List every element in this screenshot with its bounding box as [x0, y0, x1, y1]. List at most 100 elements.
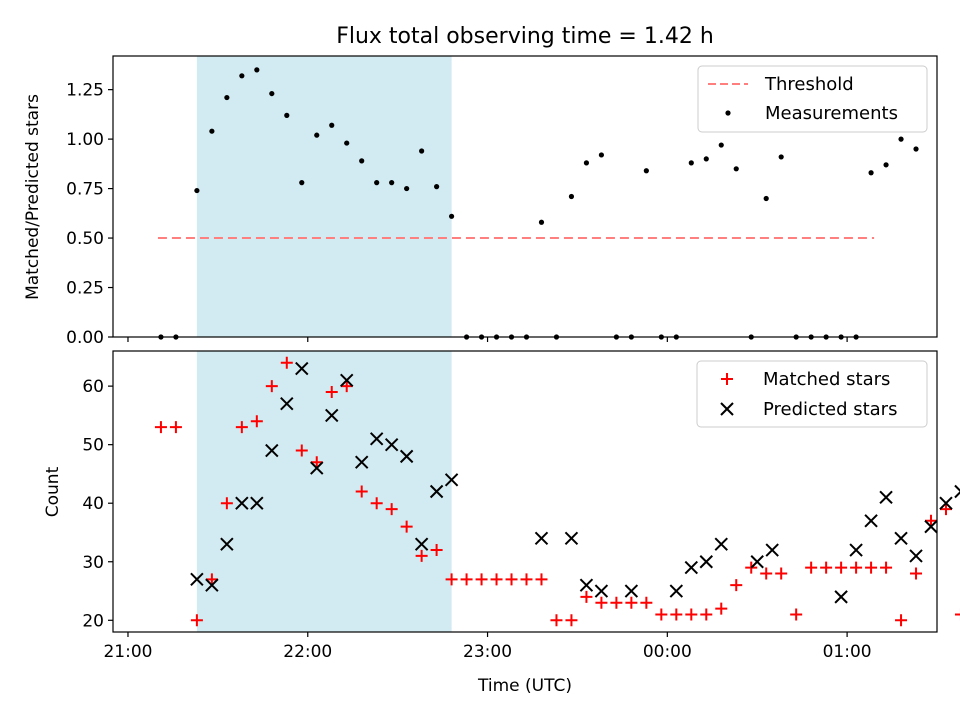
- measurement-point: [688, 160, 694, 166]
- top-ytick-label: 1.25: [66, 81, 104, 101]
- bottom-xtick-label: 21:00: [103, 642, 152, 662]
- measurement-point: [538, 219, 545, 225]
- predicted-star-point: [939, 496, 953, 510]
- legend-matched-label: Matched stars: [763, 369, 890, 390]
- matched-star-point: [415, 549, 428, 562]
- matched-star-point: [790, 608, 803, 621]
- top-ytick-label: 1.00: [66, 130, 104, 150]
- measurement-point: [643, 168, 649, 174]
- predicted-star-point: [444, 473, 459, 487]
- matched-star-point: [385, 503, 398, 516]
- measurement-point: [224, 94, 230, 101]
- measurement-point: [448, 213, 455, 219]
- matched-star-point: [850, 561, 863, 574]
- bottom-shaded-span: [196, 351, 452, 632]
- legend-matched-swatch: [721, 373, 733, 385]
- matched-star-point: [655, 608, 668, 621]
- matched-star-point: [939, 503, 952, 516]
- x-axis-label: Time (UTC): [477, 676, 572, 696]
- measurement-point: [434, 184, 440, 190]
- bottom-xtick-label: 01:00: [823, 642, 872, 662]
- predicted-star-point: [909, 549, 923, 563]
- measurement-point: [419, 148, 425, 154]
- legend-measurements-label: Measurements: [765, 103, 898, 124]
- measurement-point: [898, 136, 904, 142]
- matched-star-point: [460, 573, 473, 586]
- matched-star-point: [535, 573, 548, 586]
- bottom-ytick-label: 20: [82, 611, 104, 631]
- predicted-star-point: [834, 590, 848, 604]
- matched-star-point: [490, 573, 503, 586]
- matched-star-point: [895, 614, 908, 627]
- top-axes-frame: [112, 55, 938, 338]
- bottom-axes-frame: [112, 350, 938, 633]
- predicted-star-point: [205, 578, 219, 592]
- predicted-star-point: [250, 496, 264, 510]
- matched-star-point: [445, 573, 458, 586]
- predicted-star-point: [954, 484, 960, 499]
- measurement-point: [733, 166, 739, 172]
- predicted-star-point: [684, 560, 699, 575]
- matched-star-point: [580, 590, 593, 603]
- predicted-star-point: [429, 484, 444, 499]
- matched-star-point: [700, 608, 713, 621]
- predicted-star-point: [295, 361, 309, 376]
- chart-title: Flux total observing time = 1.42 h: [336, 24, 714, 49]
- matched-star-point: [400, 520, 413, 533]
- predicted-star-point: [369, 432, 384, 446]
- top-ytick-label: 0.75: [66, 180, 104, 200]
- matched-star-point: [610, 596, 623, 609]
- top-panel: 0.00 0.25 0.50 0.75 1.00 1.25 Matched/Predict…: [23, 55, 938, 348]
- measurement-point: [883, 162, 889, 168]
- matched-star-point: [865, 561, 878, 574]
- measurement-point: [778, 154, 784, 160]
- bottom-xtick-label: 23:00: [463, 642, 512, 662]
- matched-star-point: [565, 614, 578, 627]
- matched-star-point: [220, 497, 233, 510]
- matched-star-point: [505, 573, 518, 586]
- predicted-star-point: [190, 572, 204, 587]
- matched-star-point: [730, 579, 743, 592]
- measurement-point: [868, 170, 874, 176]
- matched-star-point: [640, 596, 653, 609]
- predicted-star-point: [534, 531, 549, 546]
- matched-star-point: [954, 608, 960, 621]
- bottom-ytick-label: 40: [82, 494, 104, 514]
- measurement-point: [359, 158, 365, 164]
- matched-star-point: [475, 573, 488, 586]
- bottom-ytick-label: 30: [82, 553, 104, 573]
- measurement-point: [254, 67, 260, 73]
- measurement-point: [299, 180, 305, 186]
- legend-measurement-swatch: [725, 110, 731, 116]
- bottom-xtick-label: 22:00: [283, 642, 332, 662]
- predicted-star-point: [399, 449, 414, 464]
- measurement-point: [284, 112, 290, 118]
- bottom-ytick-label: 50: [82, 436, 104, 456]
- measurement-point: [598, 152, 605, 158]
- top-ytick-label: 0.25: [66, 279, 104, 299]
- matched-star-point: [820, 561, 833, 574]
- measurement-point: [718, 142, 724, 148]
- bottom-ylabel: Count: [43, 466, 63, 517]
- measurement-point: [374, 180, 380, 186]
- matched-star-point: [295, 444, 308, 457]
- predicted-star-point: [414, 537, 429, 551]
- top-ylabel: Matched/Predicted stars: [23, 94, 43, 300]
- matched-star-point: [265, 380, 278, 393]
- matched-star-point: [520, 573, 533, 586]
- predicted-star-point: [564, 531, 579, 546]
- measurement-point: [389, 180, 395, 186]
- top-shaded-span: [196, 56, 452, 337]
- measurement-point: [568, 193, 575, 200]
- predicted-star-point: [579, 578, 594, 592]
- measurement-point: [344, 140, 350, 146]
- matched-star-point: [190, 614, 203, 627]
- matched-star-point: [169, 421, 182, 434]
- predicted-star-point: [669, 584, 684, 598]
- matched-star-point: [670, 608, 683, 621]
- measurement-point: [583, 160, 590, 166]
- matched-star-point: [550, 614, 563, 627]
- predicted-star-point: [750, 555, 764, 569]
- legend-threshold-label: Threshold: [764, 74, 854, 95]
- predicted-star-point: [879, 490, 893, 505]
